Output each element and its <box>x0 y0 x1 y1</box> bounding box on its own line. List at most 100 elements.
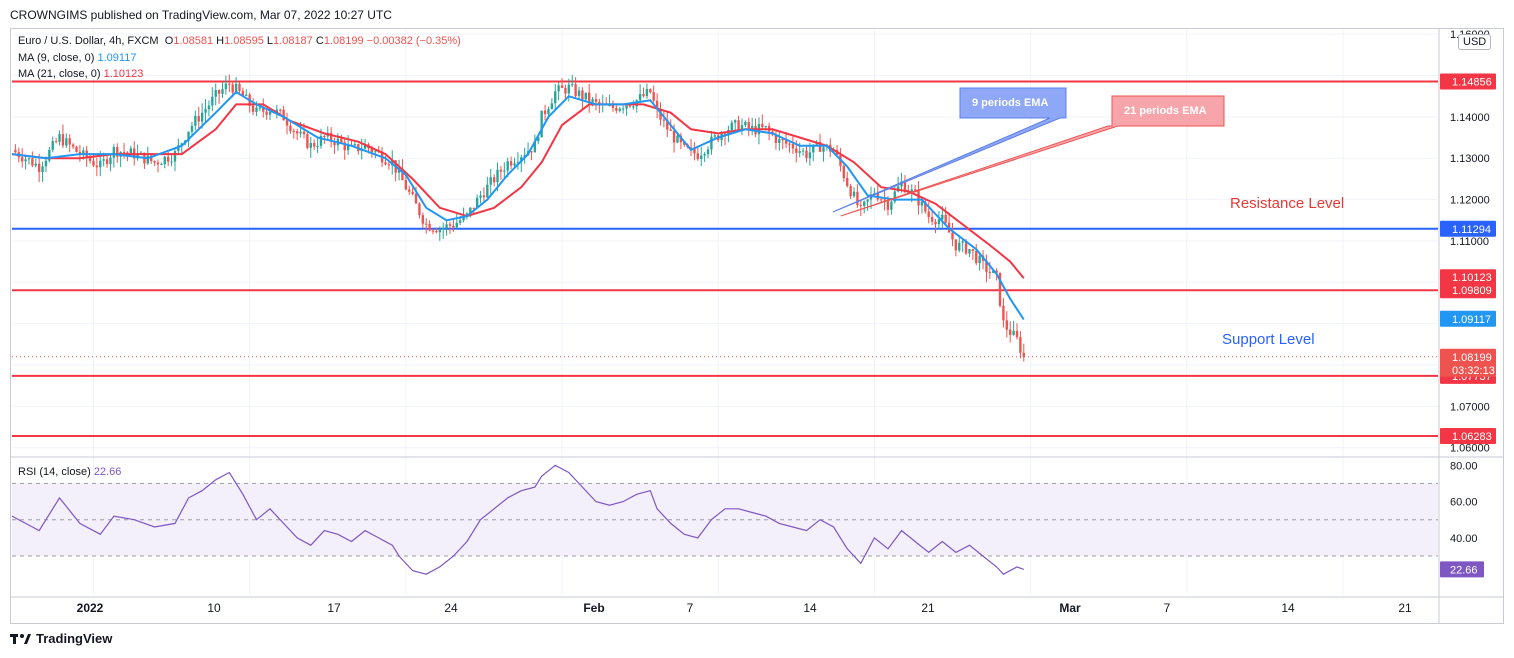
candle-body <box>173 151 177 162</box>
candle-body <box>588 92 591 103</box>
time-axis-label: 14 <box>803 601 817 615</box>
time-axis-label: 21 <box>921 601 935 615</box>
open-label: O <box>164 35 174 47</box>
price-tick-label: 1.06000 <box>1450 443 1490 455</box>
candle-body <box>61 134 65 146</box>
candle-body <box>988 271 992 273</box>
ma9-value: 1.09117 <box>97 52 137 64</box>
candle-body <box>503 170 506 172</box>
candle-body <box>784 140 788 144</box>
high-label: H <box>216 35 225 47</box>
candle-body <box>543 110 547 115</box>
candle-body <box>1022 352 1025 357</box>
candle-body <box>645 89 649 97</box>
brand-name: TradingView <box>36 631 113 646</box>
candle-body <box>122 152 126 154</box>
candle-body <box>105 159 109 165</box>
candle-body <box>961 241 964 243</box>
candle-body <box>353 144 357 146</box>
candle-body <box>302 131 306 135</box>
candle-body <box>411 191 414 195</box>
candle-body <box>323 136 326 138</box>
candle-body <box>1002 305 1005 321</box>
rsi-label: RSI (14, close) <box>18 466 91 478</box>
candle-body <box>659 109 662 120</box>
candle-body <box>458 220 462 223</box>
candle-body <box>469 207 472 214</box>
candle-body <box>207 105 211 110</box>
candle-body <box>893 191 896 202</box>
candle-body <box>564 87 567 94</box>
symbol-name: Euro / U.S. Dollar, 4h, FXCM <box>18 35 159 47</box>
candle-body <box>852 191 856 197</box>
price-tick-label: 1.12000 <box>1450 195 1490 207</box>
candle-body <box>363 144 367 149</box>
candle-body <box>808 152 812 159</box>
candle-body <box>88 158 92 161</box>
candle-body <box>374 151 377 153</box>
price-tick-label: 1.07000 <box>1450 401 1490 413</box>
candle-body <box>863 201 866 206</box>
candle-body <box>798 151 801 153</box>
low-label: L <box>266 35 274 47</box>
candle-body <box>632 106 635 108</box>
candle-body <box>20 157 24 162</box>
candle-body <box>740 125 744 131</box>
candle-body <box>499 169 503 172</box>
candle-body <box>1005 320 1008 330</box>
candle-body <box>842 165 846 179</box>
candle-body <box>903 181 907 192</box>
candle-body <box>713 135 717 137</box>
candle-body <box>136 153 139 159</box>
footer-brand[interactable]: TradingView <box>10 631 112 646</box>
candle-body <box>224 83 228 90</box>
candle-body <box>968 249 971 254</box>
candle-body <box>907 191 910 193</box>
candle-body <box>197 115 200 122</box>
candle-body <box>112 146 116 158</box>
candle-body <box>445 224 448 228</box>
ma21-value: 1.10123 <box>103 68 144 80</box>
candle-body <box>221 89 224 94</box>
currency-badge[interactable]: USD <box>1458 34 1492 50</box>
candle-body <box>340 138 343 143</box>
candle-body <box>68 138 71 145</box>
candle-body <box>557 85 560 92</box>
candle-body <box>547 109 550 115</box>
candle-body <box>116 146 119 157</box>
high-value: 1.08595 <box>224 35 264 47</box>
candle-body <box>733 120 737 123</box>
candle-body <box>696 153 700 160</box>
candle-body <box>163 156 166 165</box>
candle-body <box>615 107 618 111</box>
candle-body <box>428 223 431 231</box>
resistance-label: Resistance Level <box>1230 195 1344 212</box>
candle-body <box>482 195 486 198</box>
rsi-tick-label: 80.00 <box>1450 460 1478 472</box>
candle-body <box>618 108 621 111</box>
candle-body <box>292 130 295 132</box>
ema9-callout-box <box>832 87 1067 213</box>
candle-body <box>408 189 411 192</box>
candle-body <box>492 177 496 183</box>
candle-body <box>594 99 598 102</box>
rsi-value-tag: 22.66 <box>1450 564 1478 576</box>
candle-body <box>584 92 587 100</box>
countdown-tag: 03:32:13 <box>1452 365 1495 377</box>
tradingview-logo-icon <box>10 633 31 644</box>
candle-body <box>54 141 58 143</box>
ema21-callout-box <box>840 95 1225 217</box>
candle-body <box>818 141 822 152</box>
candle-body <box>309 143 312 148</box>
candle-body <box>992 270 995 273</box>
candle-body <box>370 148 374 153</box>
ma9-label: MA (9, close, 0) <box>18 52 95 64</box>
rsi-tick-label: 60.00 <box>1450 497 1478 509</box>
candle-body <box>951 232 954 240</box>
ema21-callout-text: 21 periods EMA <box>1124 105 1207 117</box>
candle-body <box>930 217 934 222</box>
candle-body <box>435 230 438 233</box>
candle-body <box>890 201 893 210</box>
candle-body <box>384 162 387 165</box>
